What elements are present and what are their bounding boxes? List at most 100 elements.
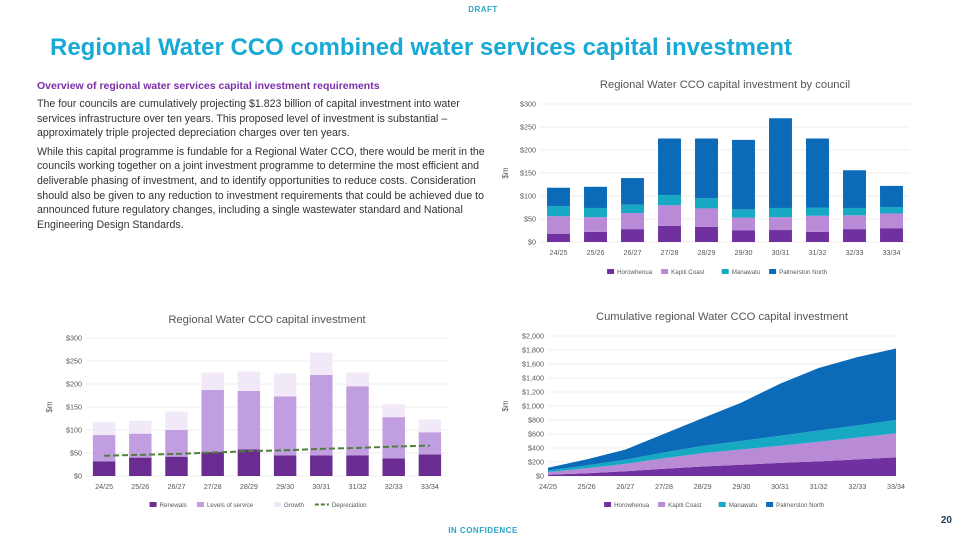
bar-manawatu — [621, 204, 644, 214]
bar-palmerston-north — [880, 185, 903, 208]
x-tick-label: 26/27 — [624, 248, 642, 257]
legend-label: Depreciation — [332, 502, 367, 509]
x-tick-label: 31/32 — [810, 482, 828, 491]
legend-swatch — [604, 502, 612, 507]
legend-swatch — [766, 502, 774, 507]
bar-growth — [273, 373, 297, 397]
bar-levels-of-service — [273, 396, 297, 456]
bar-renewals — [92, 461, 116, 476]
y-tick-label: $200 — [66, 380, 82, 389]
x-tick-label: 32/33 — [385, 482, 403, 491]
x-tick-label: 32/33 — [848, 482, 866, 491]
bar-horowhenua — [806, 231, 829, 242]
legend-swatch — [196, 502, 204, 507]
bar-renewals — [418, 454, 442, 476]
bar-renewals — [165, 456, 188, 476]
y-tick-label: $0 — [74, 472, 82, 481]
y-tick-label: $300 — [520, 100, 536, 109]
bar-manawatu — [806, 207, 829, 216]
bar-growth — [92, 422, 116, 436]
bar-manawatu — [769, 207, 792, 218]
bar-palmerston-north — [732, 139, 755, 210]
bar-growth — [165, 411, 188, 430]
y-tick-label: $1,000 — [522, 402, 544, 411]
bar-kapiti-coast — [621, 213, 644, 230]
area-manawatu — [548, 420, 896, 473]
chart-cumulative-investment-svg: Cumulative regional Water CCO capital in… — [501, 311, 905, 509]
x-tick-label: 24/25 — [95, 482, 113, 491]
bar-palmerston-north — [769, 118, 792, 208]
bar-palmerston-north — [621, 178, 644, 205]
y-tick-label: $1,600 — [522, 360, 544, 369]
x-tick-label: 31/32 — [349, 482, 367, 491]
x-tick-label: 30/31 — [312, 482, 330, 491]
bar-kapiti-coast — [843, 215, 866, 230]
bar-levels-of-service — [129, 433, 152, 458]
y-tick-label: $2,000 — [522, 332, 544, 341]
y-tick-label: $100 — [520, 192, 536, 201]
y-axis-label: $m — [501, 167, 510, 178]
legend-swatch — [607, 269, 615, 274]
bar-horowhenua — [547, 233, 570, 242]
bar-levels-of-service — [346, 386, 369, 456]
y-tick-label: $300 — [66, 334, 82, 343]
legend-label: Manawatu — [729, 502, 758, 509]
bar-horowhenua — [880, 228, 903, 242]
bar-manawatu — [584, 207, 607, 218]
y-tick-label: $50 — [70, 449, 82, 458]
y-tick-label: $200 — [528, 458, 544, 467]
x-tick-label: 26/27 — [168, 482, 186, 491]
x-tick-label: 30/31 — [771, 482, 789, 491]
y-tick-label: $250 — [66, 357, 82, 366]
bar-renewals — [237, 449, 261, 476]
bar-growth — [129, 420, 152, 434]
legend-label: Growth — [284, 502, 305, 509]
chart-investment-by-type-svg: Regional Water CCO capital investment $0 $… — [45, 314, 448, 509]
bar-kapiti-coast — [658, 205, 681, 226]
bar-manawatu — [695, 198, 718, 209]
chart-investment-by-council-svg: Regional Water CCO capital investment by… — [501, 79, 910, 276]
confidence-label: IN CONFIDENCE — [448, 526, 518, 535]
x-tick-label: 25/26 — [578, 482, 596, 491]
legend-label: Horowhenua — [617, 269, 653, 276]
x-tick-label: 27/28 — [655, 482, 673, 491]
bar-growth — [201, 372, 224, 390]
area-palmerston-north — [548, 348, 896, 471]
bar-growth — [310, 352, 333, 375]
bar-manawatu — [732, 209, 755, 218]
line-depreciation — [104, 444, 430, 457]
bar-horowhenua — [843, 229, 866, 242]
legend-swatch — [274, 502, 282, 507]
legend-label: Kapiti Coast — [671, 269, 705, 276]
legend-swatch — [769, 269, 777, 274]
y-tick-label: $1,200 — [522, 388, 544, 397]
bar-manawatu — [547, 206, 570, 217]
x-tick-label: 25/26 — [587, 248, 605, 257]
bar-horowhenua — [769, 230, 792, 242]
chart-investment-by-council: Regional Water CCO capital investment by… — [498, 74, 930, 284]
bar-renewals — [201, 452, 224, 476]
bar-kapiti-coast — [806, 215, 829, 232]
legend-swatch — [149, 502, 157, 507]
bar-renewals — [346, 455, 369, 476]
x-tick-label: 27/28 — [204, 482, 222, 491]
x-tick-label: 33/34 — [887, 482, 905, 491]
legend: Horowhenua Kapiti Coast Manawatu Palmerston… — [604, 502, 825, 509]
y-tick-label: $0 — [536, 472, 544, 481]
legend: Renewals Levels of service Growth Depreciat… — [149, 502, 367, 509]
legend-swatch — [721, 269, 729, 274]
bar-manawatu — [880, 207, 903, 214]
bar-kapiti-coast — [732, 217, 755, 231]
x-tick-label: 25/26 — [131, 482, 149, 491]
bar-horowhenua — [584, 231, 607, 242]
y-tick-label: $400 — [528, 444, 544, 453]
bar-manawatu — [843, 207, 866, 216]
bar-levels-of-service — [92, 435, 116, 462]
x-tick-label: 29/30 — [276, 482, 294, 491]
x-tick-label: 28/29 — [694, 482, 712, 491]
y-tick-label: $250 — [520, 123, 536, 132]
legend-swatch — [661, 269, 669, 274]
legend-label: Kapiti Coast — [668, 502, 702, 509]
x-tick-label: 29/30 — [735, 248, 753, 257]
x-tick-label: 24/25 — [539, 482, 557, 491]
